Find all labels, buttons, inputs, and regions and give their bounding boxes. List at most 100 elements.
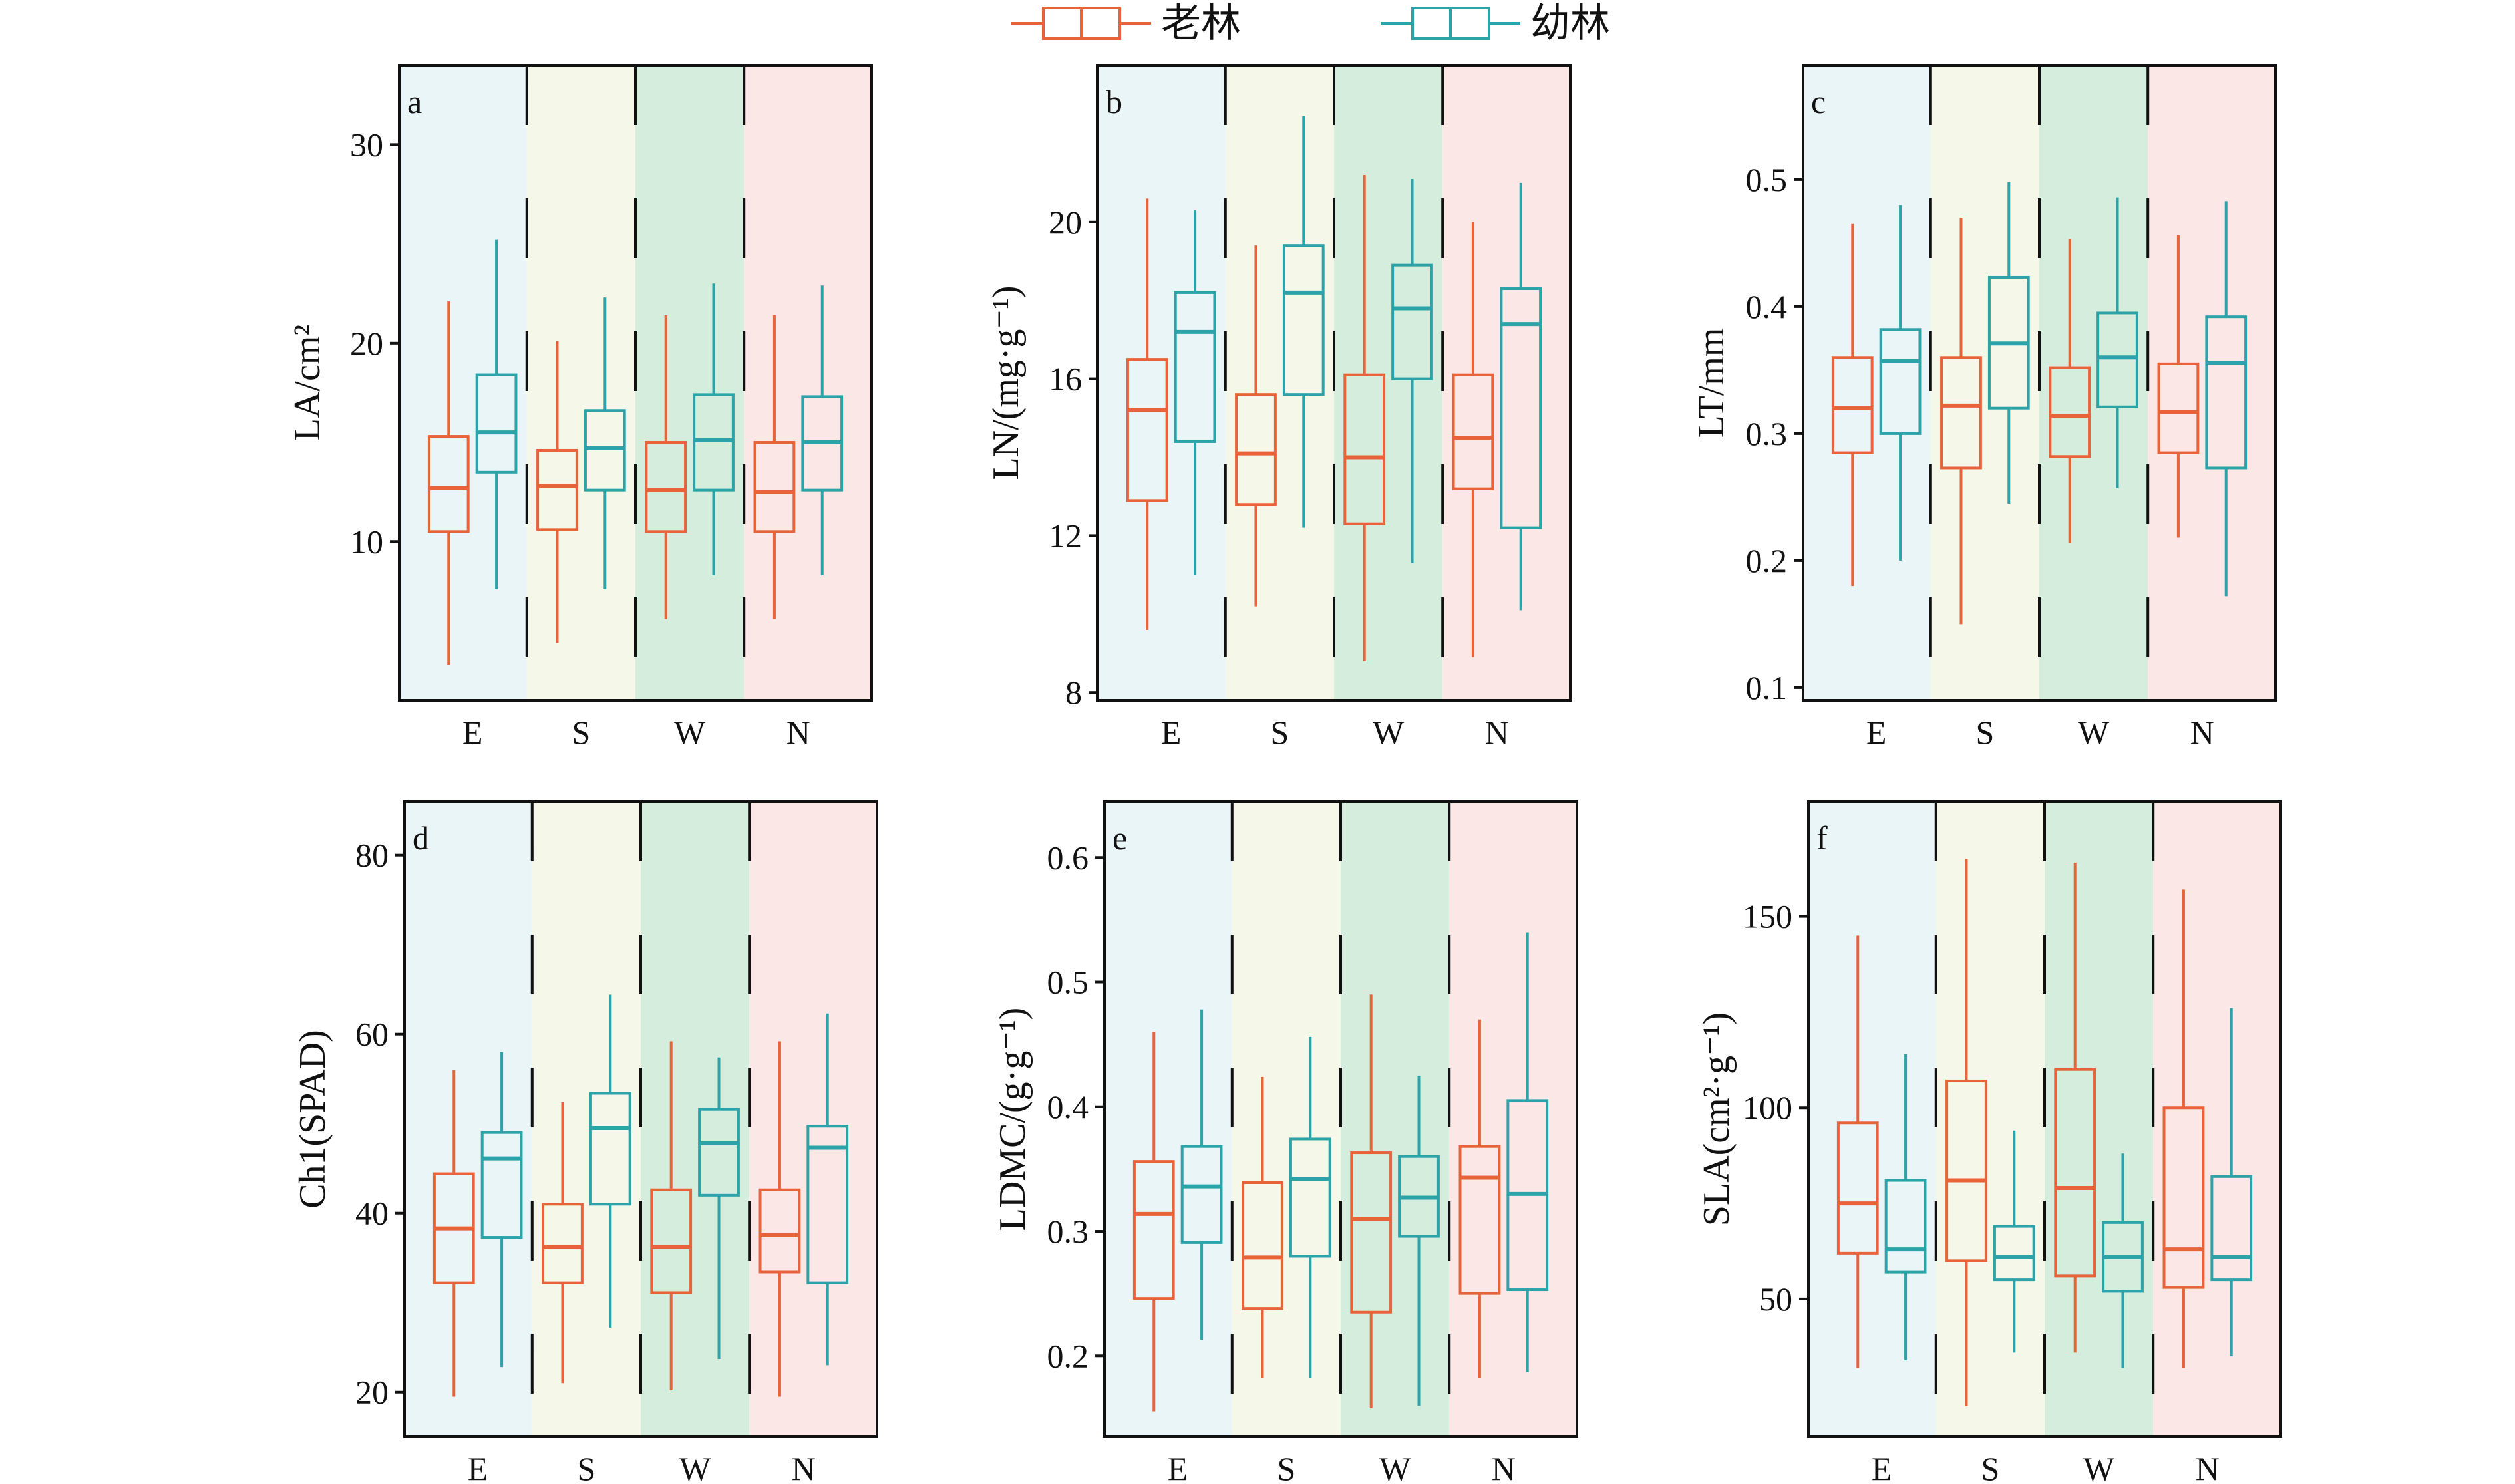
x-tick-label: N — [1485, 714, 1509, 751]
x-tick-label: E — [468, 1450, 488, 1484]
group-band — [1232, 802, 1341, 1437]
x-tick-label: S — [577, 1450, 595, 1484]
group-band — [1225, 65, 1334, 700]
group-band — [1104, 802, 1232, 1437]
iqr-box — [1350, 1151, 1393, 1314]
iqr-box — [758, 1188, 801, 1274]
series-young-forest — [1879, 182, 2248, 597]
y-tick-label: 40 — [355, 1195, 389, 1232]
box-S — [589, 994, 631, 1328]
x-tick-label: E — [1168, 1450, 1188, 1484]
box-W — [2102, 1153, 2144, 1368]
y-tick-label: 10 — [350, 523, 383, 560]
box-S — [542, 1102, 584, 1384]
series-old-forest — [1132, 994, 1501, 1412]
y-tick-label: 0.2 — [1746, 542, 1788, 579]
y-tick-label: 0.6 — [1047, 839, 1089, 876]
iqr-box — [1452, 373, 1494, 490]
iqr-box — [1993, 1225, 2035, 1282]
box-N — [2157, 235, 2200, 538]
y-tick-label: 100 — [1743, 1089, 1792, 1126]
plot-frame — [1103, 800, 1578, 1438]
x-tick-label: E — [1161, 714, 1182, 751]
iqr-box — [1282, 244, 1325, 396]
group-band — [532, 802, 641, 1437]
group-band — [1341, 802, 1450, 1437]
iqr-box — [753, 441, 796, 533]
panel-letter: b — [1106, 83, 1122, 120]
box-S — [1993, 1130, 2035, 1353]
box-E — [1174, 210, 1216, 575]
y-axis-label: LA/cm² — [287, 325, 328, 441]
y-tick-label: 0.4 — [1746, 288, 1788, 325]
iqr-box — [536, 448, 578, 531]
box-S — [1987, 182, 2030, 504]
box-W — [1391, 178, 1433, 563]
iqr-box — [2157, 362, 2200, 454]
group-band — [641, 802, 750, 1437]
iqr-box — [650, 1188, 693, 1294]
y-tick-label: 0.2 — [1047, 1337, 1089, 1374]
box-W — [1343, 175, 1386, 662]
box-S — [1945, 859, 1987, 1406]
box-N — [2210, 1008, 2253, 1357]
group-band — [399, 65, 527, 700]
iqr-box — [1242, 1181, 1283, 1310]
plot-frame — [1802, 64, 2277, 702]
x-tick-label: N — [1492, 1450, 1516, 1484]
box-E — [475, 239, 518, 589]
x-tick-label: S — [1981, 1450, 1999, 1484]
iqr-box — [480, 1131, 523, 1239]
y-axis-label: SLA(cm²·g⁻¹) — [1696, 1012, 1737, 1226]
iqr-box — [1132, 1160, 1175, 1300]
iqr-box — [2096, 311, 2138, 408]
iqr-box — [1126, 358, 1168, 502]
box-W — [693, 283, 735, 575]
chart-panel-f: 50 100 150 E S W Nf SLA(cm²·g⁻¹) — [1696, 800, 2282, 1484]
panel-letter: e — [1112, 819, 1127, 857]
iqr-box — [1289, 1137, 1331, 1258]
box-W — [1350, 994, 1393, 1408]
group-band — [1935, 802, 2045, 1437]
y-tick-label: 20 — [350, 325, 383, 362]
group-band — [1930, 65, 2039, 700]
group-band — [1334, 65, 1443, 700]
legend-label: 幼林 — [1530, 0, 1610, 47]
iqr-box — [1343, 373, 1386, 525]
iqr-box — [1884, 1179, 1927, 1274]
x-tick-label: N — [786, 714, 810, 751]
box-E — [432, 1070, 475, 1397]
plot-frame — [403, 800, 878, 1438]
y-axis-label: LT/mm — [1691, 328, 1732, 438]
box-N — [1500, 182, 1542, 611]
iqr-box — [698, 1108, 740, 1197]
iqr-box — [2054, 1068, 2096, 1278]
x-tick-label: N — [792, 1450, 816, 1484]
box-N — [2162, 889, 2205, 1368]
y-axis-label: LDMC/(g·g⁻¹) — [992, 1008, 1033, 1231]
iqr-box — [1500, 287, 1542, 529]
y-tick-label: 16 — [1049, 361, 1082, 398]
y-tick-label: 0.3 — [1746, 415, 1788, 452]
group-band — [2039, 65, 2148, 700]
group-band — [405, 802, 532, 1437]
series-young-forest — [475, 239, 844, 589]
y-tick-label: 0.3 — [1047, 1213, 1089, 1250]
iqr-box — [806, 1125, 849, 1284]
iqr-box — [1391, 263, 1433, 380]
box-N — [2205, 201, 2248, 597]
group-band — [1442, 65, 1570, 700]
box-S — [536, 341, 578, 643]
panel-letter: c — [1811, 83, 1826, 120]
group-band — [1098, 65, 1226, 700]
y-axis-label: LN/(mg·g⁻¹) — [985, 285, 1027, 480]
iqr-box — [2162, 1106, 2205, 1289]
series-young-forest — [1884, 1008, 2253, 1368]
box-W — [698, 1057, 740, 1359]
box-E — [1831, 223, 1874, 587]
box-N — [1452, 222, 1494, 658]
iqr-box — [1174, 291, 1216, 443]
chart-panel-a: 10 20 30 E S W Na LA/cm² — [287, 64, 873, 751]
series-young-forest — [480, 994, 849, 1368]
iqr-box — [1879, 328, 1922, 435]
